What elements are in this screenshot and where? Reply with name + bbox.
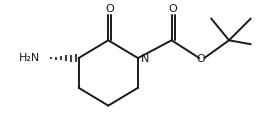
Text: O: O [105,4,114,14]
Text: O: O [196,54,205,64]
Text: O: O [169,4,177,14]
Text: N: N [141,54,149,64]
Text: H₂N: H₂N [19,53,40,63]
